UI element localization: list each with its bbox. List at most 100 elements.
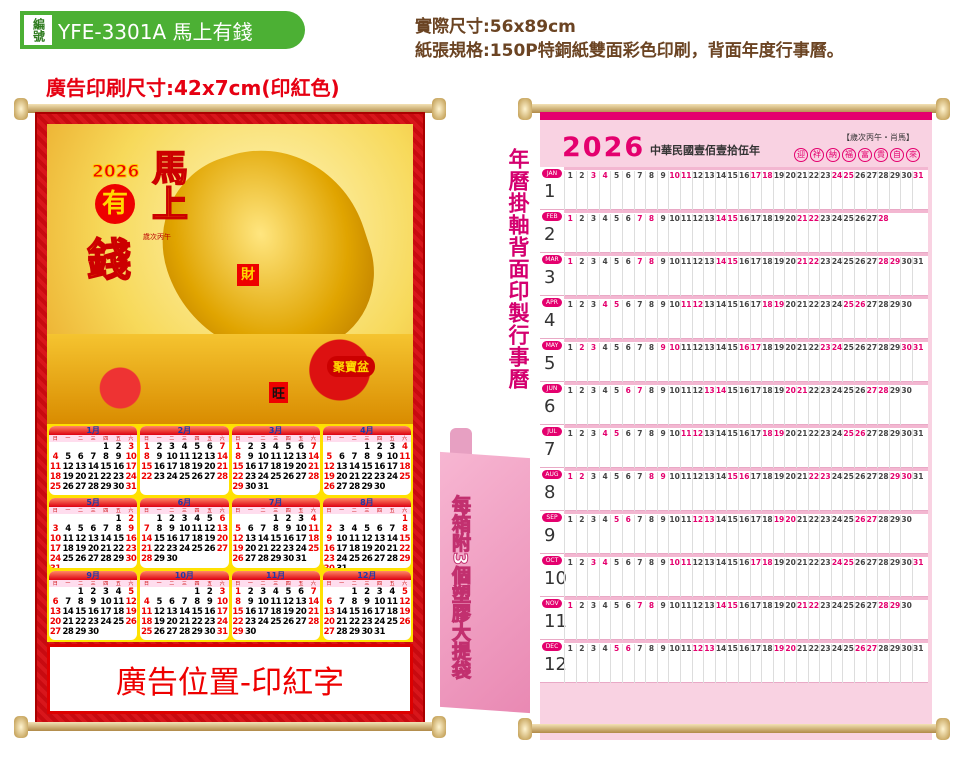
day-cell: 4 <box>181 442 188 452</box>
day-cell: 3 <box>52 524 59 535</box>
planner-month-row: APR 4 1 2 3 4 5 6 7 8 9 10 11 12 13 14 15 16 17 18 19 20 21 22 2… <box>540 296 928 339</box>
planner-day: 22 <box>807 386 820 425</box>
planner-day: 17 <box>749 429 762 468</box>
planner-day: 28 <box>877 515 889 554</box>
day-cell: 25 <box>308 544 319 555</box>
planner-day: 9 <box>656 214 669 253</box>
product-name: YFE-3301A 馬上有錢 <box>58 19 253 44</box>
day-cell: 1 <box>272 514 279 525</box>
planner-day: 14 <box>714 601 727 640</box>
weekday-header: 日一二三四五六 <box>49 435 138 442</box>
planner-day: 5 <box>610 472 622 511</box>
day-cell: 28 <box>178 626 190 637</box>
planner-day: 4 <box>598 644 611 683</box>
planner-day: 1 <box>564 257 576 296</box>
planner-day: 12 <box>691 386 704 425</box>
planner-day: 23 <box>819 644 831 683</box>
planner-day: 10 <box>668 601 680 640</box>
weekday: 五 <box>298 508 304 515</box>
day-cell: 7 <box>310 442 317 452</box>
weekday-header: 日一二三四五六 <box>322 579 411 587</box>
weekday: 六 <box>402 436 408 442</box>
weekday: 四 <box>194 508 200 515</box>
planner-day: 6 <box>622 214 634 253</box>
weekday: 二 <box>260 436 266 442</box>
day-cell: 18 <box>270 462 282 472</box>
planner-day: 10 <box>668 429 680 468</box>
planner-day: 22 <box>807 171 820 210</box>
day-cell: 14 <box>100 534 112 545</box>
day-cell: 22 <box>112 544 124 555</box>
planner-day: 2 <box>575 171 588 210</box>
day-cell: 18 <box>348 544 360 555</box>
day-cell: 20 <box>75 472 86 482</box>
weekday: 一 <box>65 580 71 587</box>
planner-day: 3 <box>587 343 599 382</box>
month-label: SEP <box>542 513 562 522</box>
day-cell: 29 <box>399 554 411 565</box>
planner-day: 13 <box>703 386 715 425</box>
weekday: 三 <box>181 508 187 515</box>
day-cell: 13 <box>87 534 99 545</box>
day-cell: 13 <box>244 534 256 545</box>
day-cell: 9 <box>128 524 134 535</box>
planner-day: 19 <box>772 558 785 597</box>
day-cell: 21 <box>216 462 228 472</box>
planner-day: 16 <box>738 300 750 339</box>
weekday: 三 <box>90 580 96 587</box>
planner-day: 13 <box>703 343 715 382</box>
planner-day: 12 <box>691 472 704 511</box>
day-cell: 17 <box>257 606 269 617</box>
planner-month-row: AUG 8 1 2 3 4 5 6 7 8 9 10 11 12 13 14 15 16 17 18 19 20 21 22 2… <box>540 468 928 511</box>
code-badge: 編號 <box>24 15 52 45</box>
planner-day: 4 <box>598 515 611 554</box>
planner-day: 27 <box>865 257 878 296</box>
month-label: NOV <box>542 599 562 608</box>
month-label: APR <box>542 298 562 307</box>
day-cell: 6 <box>247 524 254 535</box>
day-cell: 1 <box>77 586 84 597</box>
weekday: 一 <box>247 580 253 587</box>
day-cell: 14 <box>308 452 319 462</box>
planner-day: 22 <box>807 343 820 382</box>
day-cell: 16 <box>204 606 215 617</box>
planner-day: 5 <box>610 214 622 253</box>
poster-title: 馬上 <box>145 148 188 222</box>
day-cell: 23 <box>374 472 385 482</box>
planner-day: 8 <box>645 257 657 296</box>
day-cell: 12 <box>153 606 165 617</box>
weekday: 一 <box>65 436 71 442</box>
planner-day: 26 <box>854 300 866 339</box>
day-cell: 20 <box>87 544 99 555</box>
day-cell: 21 <box>336 616 348 627</box>
day-cell: 30 <box>323 564 336 567</box>
day-cell: 16 <box>244 606 256 617</box>
day-cell: 1 <box>103 442 109 452</box>
planner-month-row: NOV 11 1 2 3 4 5 6 7 8 9 10 11 12 13 14 15 16 17 18 19 20 21 22… <box>540 597 928 640</box>
day-cell: 25 <box>348 554 360 565</box>
planner-day: 11 <box>680 515 692 554</box>
weekday: 四 <box>285 436 291 442</box>
planner-day: 26 <box>854 601 866 640</box>
day-cell: 22 <box>153 544 165 555</box>
weekday: 三 <box>90 508 96 515</box>
planner-day: 20 <box>784 257 796 296</box>
blessing-char: 自 <box>890 148 904 162</box>
weekday: 五 <box>115 508 121 515</box>
day-cell: 3 <box>103 586 109 597</box>
day-cell: 14 <box>336 606 348 617</box>
day-cell: 10 <box>336 534 348 545</box>
planner-day: 2 <box>575 644 588 683</box>
planner-day: 16 <box>738 257 750 296</box>
day-cell: 19 <box>232 544 244 555</box>
day-cell: 1 <box>235 442 241 452</box>
planner-day: 8 <box>645 472 657 511</box>
weekday: 三 <box>90 436 96 442</box>
planner-day: 28 <box>877 343 889 382</box>
planner-day: 15 <box>726 257 738 296</box>
day-cell: 9 <box>364 596 370 607</box>
day-cell: 22 <box>191 616 203 627</box>
planner-day: 9 <box>656 601 669 640</box>
day-cell: 15 <box>348 606 360 617</box>
day-cell: 12 <box>323 462 335 472</box>
